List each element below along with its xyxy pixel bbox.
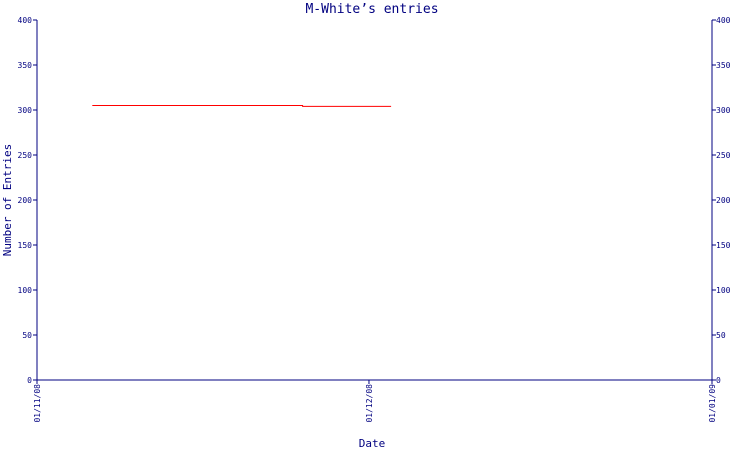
y-tick-label-right: 0 [716,376,721,385]
plot-frame [36,20,713,381]
y-tick-label-right: 300 [716,106,731,115]
x-axis-label: Date [359,437,386,450]
y-tick-label-left: 300 [18,106,33,115]
series-line [92,105,392,107]
x-tick-label: 01/11/08 [33,384,42,423]
y-tick-label-right: 250 [716,151,731,160]
y-tick-label-right: 100 [716,286,731,295]
y-tick-label-left: 250 [18,151,33,160]
x-tick-label: 01/12/08 [365,384,374,423]
chart-title: M-White’s entries [305,2,438,17]
y-tick-label-right: 150 [716,241,731,250]
y-tick-label-left: 400 [18,16,33,25]
y-ticks-left: 0 50 100 150 200 250 300 350 400 [18,16,37,385]
y-ticks-right: 0 50 100 150 200 250 300 350 400 [712,16,731,385]
y-tick-label-right: 50 [716,331,726,340]
series-layer [92,105,392,107]
y-tick-label-left: 150 [18,241,33,250]
y-axis-label: Number of Entries [1,144,14,257]
y-tick-label-left: 350 [18,61,33,70]
x-ticks: 01/11/08 01/12/08 01/01/09 [33,380,717,423]
y-tick-label-left: 200 [18,196,33,205]
x-tick-label: 01/01/09 [708,384,717,423]
y-tick-label-right: 400 [716,16,731,25]
y-tick-label-left: 0 [27,376,32,385]
y-tick-label-left: 50 [22,331,32,340]
y-tick-label-right: 350 [716,61,731,70]
y-tick-label-left: 100 [18,286,33,295]
y-tick-label-right: 200 [716,196,731,205]
